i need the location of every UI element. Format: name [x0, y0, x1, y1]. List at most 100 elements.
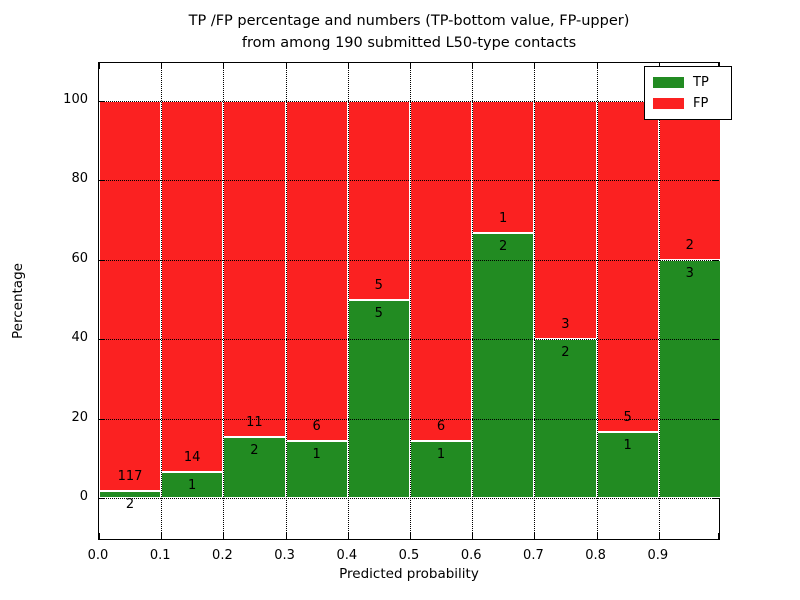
vertical-gridline	[347, 63, 349, 539]
fp-count-annotation: 11	[246, 414, 263, 430]
y-tick-mark	[713, 180, 719, 182]
fp-count-annotation: 6	[312, 419, 321, 435]
x-tick-mark	[410, 63, 411, 69]
vertical-gridline	[161, 63, 163, 539]
fp-bar-segment	[596, 101, 659, 432]
chart-title-line1: TP /FP percentage and numbers (TP-bottom…	[188, 13, 630, 29]
x-tick-mark	[718, 533, 719, 539]
tp-count-annotation: 2	[561, 345, 570, 361]
x-tick-mark	[223, 63, 225, 69]
x-tick-mark	[99, 63, 100, 69]
x-axis-label: Predicted probability	[339, 566, 479, 582]
vertical-gridline	[596, 63, 598, 539]
y-tick-mark	[99, 180, 105, 182]
fp-bar-segment	[223, 101, 286, 437]
y-tick-label: 40	[71, 330, 88, 346]
fp-count-annotation: 5	[374, 277, 383, 293]
tp-bar-segment	[472, 233, 535, 498]
tp-bar-segment	[534, 339, 597, 498]
tp-bar-segment	[99, 491, 162, 498]
vertical-gridline	[410, 63, 411, 539]
tp-legend-label: TP	[693, 75, 709, 90]
tp-count-annotation: 2	[499, 239, 508, 255]
vertical-gridline	[534, 63, 536, 539]
x-tick-mark	[285, 533, 287, 539]
tp-bar-segment	[410, 441, 473, 498]
x-tick-mark	[410, 533, 411, 539]
chart-title-line2: from among 190 submitted L50-type contac…	[241, 35, 577, 51]
tp-count-annotation: 1	[623, 437, 632, 453]
x-tick-mark	[285, 63, 287, 69]
vertical-gridline	[658, 63, 660, 539]
x-tick-label: 0.6	[460, 548, 482, 563]
y-tick-label: 100	[63, 92, 88, 107]
horizontal-gridline	[99, 339, 719, 341]
legend-row-tp: TP	[653, 74, 723, 91]
y-tick-mark	[99, 339, 105, 341]
tp-count-annotation: 3	[685, 265, 694, 281]
fp-bar-segment	[99, 101, 162, 492]
y-tick-label: 0	[79, 489, 88, 504]
fp-legend-label: FP	[693, 96, 709, 111]
x-tick-mark	[472, 63, 474, 69]
horizontal-gridline	[99, 101, 719, 102]
vertical-gridline	[285, 63, 287, 539]
x-tick-label: 0.7	[523, 548, 544, 563]
x-tick-label: 0.0	[87, 548, 109, 563]
x-tick-mark	[472, 533, 474, 539]
vertical-gridline	[472, 63, 474, 539]
x-tick-label: 0.3	[274, 548, 295, 563]
y-axis-label: Percentage	[10, 263, 26, 339]
fp-bar-segment	[410, 101, 473, 442]
tp-bar-segment	[285, 441, 348, 498]
horizontal-gridline	[99, 259, 719, 261]
fp-count-annotation: 3	[561, 317, 570, 333]
fp-bar-segment	[161, 101, 224, 472]
x-tick-mark	[596, 533, 598, 539]
y-tick-mark	[713, 498, 719, 499]
fp-count-annotation: 1	[499, 211, 508, 227]
tp-count-annotation: 1	[312, 447, 321, 463]
y-tick-label: 80	[71, 171, 88, 187]
x-tick-mark	[596, 63, 598, 69]
fp-bar-segment	[347, 101, 410, 300]
x-tick-mark	[161, 533, 163, 539]
x-tick-label: 0.4	[336, 548, 358, 563]
x-tick-mark	[161, 63, 163, 69]
tp-bar-segment	[596, 431, 659, 498]
x-tick-label: 0.2	[212, 548, 233, 563]
x-tick-label: 0.1	[149, 548, 171, 563]
x-tick-mark	[99, 533, 100, 539]
tp-count-annotation: 1	[188, 477, 197, 493]
fp-count-annotation: 14	[183, 449, 201, 465]
x-tick-mark	[534, 63, 536, 69]
legend: TP FP	[644, 66, 732, 120]
y-tick-mark	[99, 498, 105, 499]
x-tick-label: 0.8	[585, 548, 606, 563]
y-tick-mark	[713, 339, 719, 341]
x-tick-label: 0.5	[398, 548, 420, 563]
x-tick-mark	[658, 533, 660, 539]
x-tick-mark	[347, 63, 349, 69]
tp-bar-segment	[658, 259, 721, 498]
fp-count-annotation: 117	[117, 469, 143, 485]
fp-bar-segment	[534, 101, 597, 340]
y-tick-label: 60	[71, 250, 88, 266]
x-tick-label: 0.9	[647, 548, 669, 563]
vertical-gridline	[223, 63, 225, 539]
y-tick-mark	[99, 418, 105, 420]
fp-count-annotation: 5	[623, 409, 632, 425]
fp-bar-segment	[285, 101, 348, 442]
horizontal-gridline	[99, 418, 719, 420]
y-tick-label: 20	[71, 409, 88, 425]
legend-row-fp: FP	[653, 95, 723, 112]
tp-count-annotation: 2	[250, 442, 259, 458]
x-tick-mark	[347, 533, 349, 539]
tp-legend-swatch	[653, 77, 684, 88]
x-tick-mark	[534, 533, 536, 539]
tp-bar-segment	[347, 299, 410, 498]
tp-bar-segment	[161, 471, 224, 498]
tp-count-annotation: 1	[436, 447, 446, 463]
horizontal-gridline	[99, 498, 719, 499]
